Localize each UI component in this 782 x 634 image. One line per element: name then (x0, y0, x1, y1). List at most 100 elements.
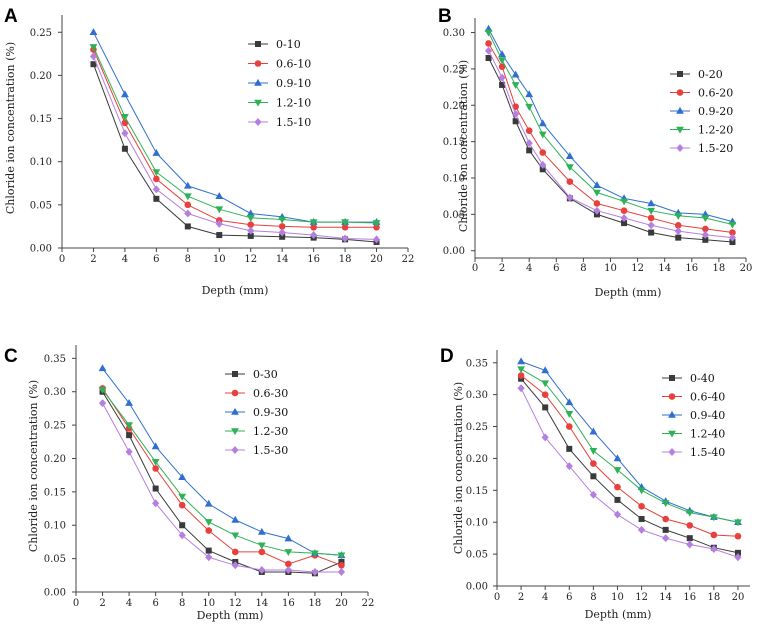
legend-marker (676, 106, 684, 114)
x-tick-label: 10 (202, 598, 215, 609)
legend-label: 0.9-40 (690, 409, 725, 422)
data-point (589, 427, 598, 435)
data-point (90, 61, 97, 68)
data-point (485, 40, 492, 47)
data-point (511, 82, 520, 90)
legend-marker (254, 118, 262, 126)
data-point (183, 193, 192, 201)
data-point (621, 220, 628, 227)
panel-letter: A (4, 6, 18, 27)
data-point (178, 493, 187, 501)
series-line (102, 368, 342, 556)
data-point (309, 219, 318, 227)
data-point (178, 501, 186, 509)
data-point (526, 147, 533, 154)
data-point (565, 164, 574, 172)
series-1.5-40 (517, 384, 742, 562)
series-0.9-10 (89, 28, 381, 225)
data-point (541, 391, 549, 398)
data-point (613, 454, 622, 462)
x-tick-label: 8 (590, 592, 596, 603)
data-point (152, 185, 160, 194)
data-point (247, 232, 254, 239)
legend-item: 0.6-20 (670, 87, 733, 100)
data-point (729, 239, 736, 245)
data-point (498, 63, 506, 71)
y-tick-label: 0.15 (466, 486, 488, 497)
y-tick-label: 0.15 (443, 137, 465, 148)
data-point (498, 73, 506, 82)
data-point (662, 515, 669, 523)
y-tick-label: 0.05 (44, 554, 66, 565)
data-point (341, 219, 349, 227)
x-tick-label: 18 (309, 598, 322, 609)
y-tick-label: 0.20 (443, 101, 465, 112)
legend-marker (676, 89, 684, 96)
data-point (231, 532, 240, 540)
data-point (125, 398, 133, 406)
data-point (614, 496, 621, 503)
series-line (102, 402, 342, 573)
data-point (662, 526, 669, 533)
legend-marker (231, 428, 239, 436)
data-point (498, 57, 506, 65)
data-point (152, 485, 159, 492)
data-point (541, 380, 550, 388)
data-point (279, 233, 286, 240)
data-point (215, 219, 223, 228)
y-tick-label: 0.00 (443, 246, 465, 257)
legend-label: 0.6-20 (698, 87, 733, 100)
x-tick-label: 12 (635, 592, 648, 603)
data-point (246, 214, 255, 222)
series-line (488, 43, 733, 233)
legend-label: 0-20 (698, 68, 723, 81)
data-point (231, 515, 240, 523)
series-0.6-30 (99, 385, 345, 569)
legend-item: 0-20 (670, 68, 723, 81)
x-tick-label: 6 (152, 598, 158, 609)
data-point (674, 221, 682, 229)
data-point (153, 195, 160, 202)
data-point (614, 483, 621, 491)
data-point (372, 235, 381, 244)
data-point (565, 398, 574, 406)
legend-label: 1.2-20 (698, 124, 733, 137)
legend-marker (254, 60, 262, 67)
y-tick-label: 0.25 (443, 64, 465, 75)
y-tick-label: 0.10 (466, 518, 488, 529)
y-tick-label: 0.15 (44, 487, 66, 498)
panel-letter: B (438, 6, 452, 27)
data-point (590, 473, 597, 480)
data-point (178, 531, 186, 540)
data-point (686, 540, 694, 549)
x-tick-label: 20 (335, 598, 348, 609)
x-tick-label: 10 (604, 263, 617, 274)
series-1.2-40 (517, 366, 742, 527)
series-line (520, 368, 739, 523)
data-point (517, 384, 525, 393)
legend-item: 0-30 (225, 368, 278, 381)
series-line (520, 388, 739, 558)
y-tick-label: 0.20 (466, 454, 488, 465)
data-point (674, 213, 683, 220)
x-tick-label: 16 (307, 254, 320, 265)
legend-item: 1.2-10 (248, 97, 311, 110)
y-tick-label: 0.00 (30, 244, 52, 255)
legend-item: 0.9-40 (662, 409, 725, 422)
data-point (647, 214, 655, 222)
data-point (647, 199, 656, 207)
x-tick-label: 4 (122, 254, 128, 265)
data-point (685, 509, 694, 517)
data-point (620, 207, 628, 215)
data-point (517, 366, 525, 374)
data-point (184, 209, 192, 218)
data-point (525, 90, 534, 98)
data-point (734, 553, 742, 562)
y-axis-title: Chloride ion concentration (%) (4, 42, 17, 214)
legend-item: 1.2-30 (225, 425, 288, 438)
legend-label: 1.2-10 (276, 97, 311, 110)
data-point (566, 178, 574, 185)
y-tick-label: 0.35 (44, 354, 66, 365)
series-line (102, 391, 342, 574)
x-tick-label: 0 (472, 263, 478, 274)
